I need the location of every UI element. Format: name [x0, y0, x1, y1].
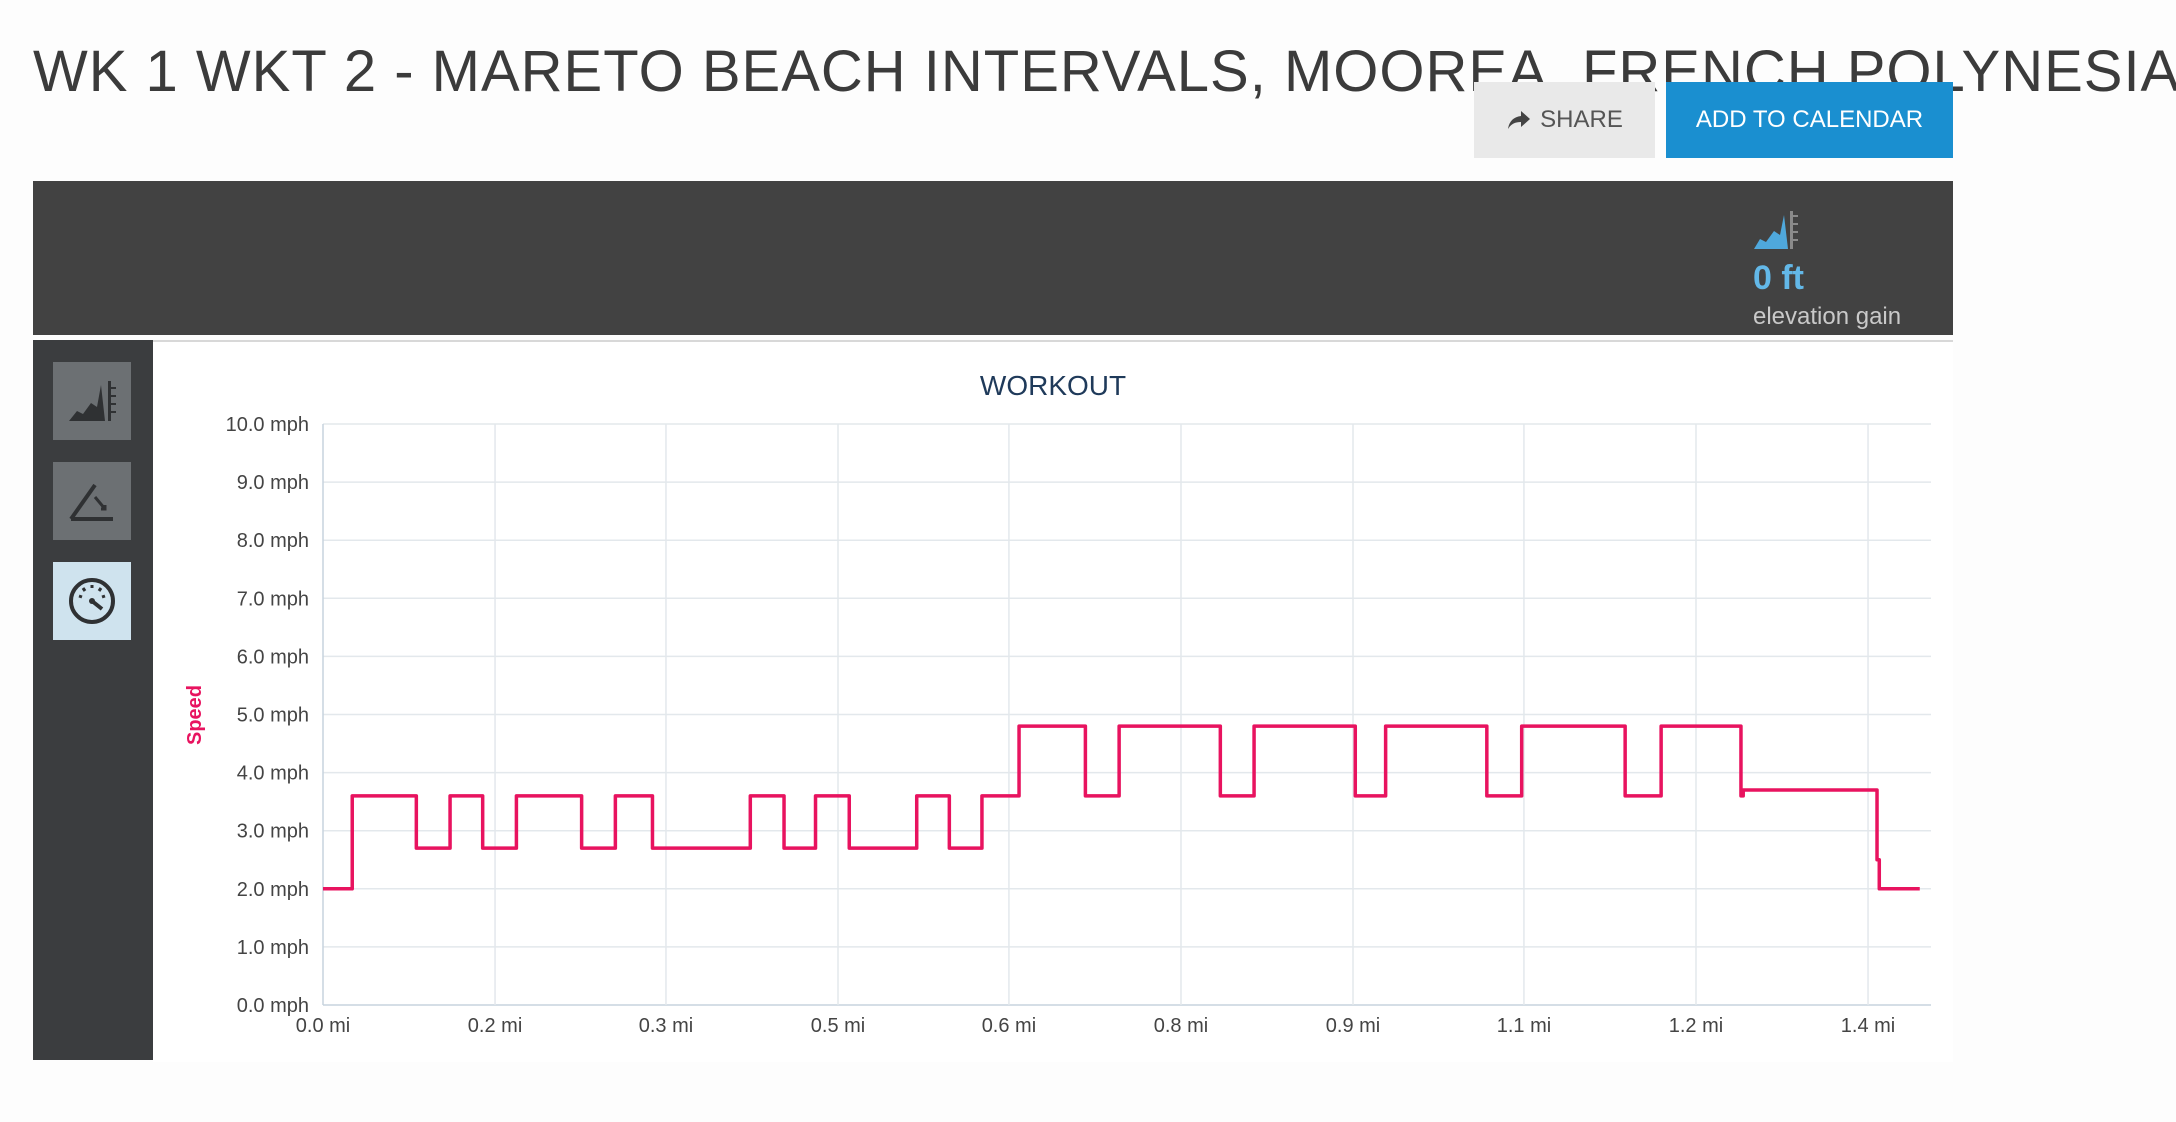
x-tick-label: 1.1 mi [1497, 1015, 1551, 1037]
elevation-icon [69, 381, 116, 421]
grade-view-button[interactable] [53, 462, 131, 540]
y-tick-label: 4.0 mph [237, 763, 309, 785]
elevation-gain-label: elevation gain [1753, 303, 1902, 330]
y-tick-label: 3.0 mph [237, 821, 309, 843]
speed-series-line [323, 724, 1920, 891]
chart-view-toolbar [33, 340, 153, 1060]
y-tick-label: 8.0 mph [237, 530, 309, 552]
x-tick-label: 0.6 mi [982, 1015, 1036, 1037]
workout-chart: WORKOUT Speed 0.0 mph 1.0 mph 2.0 mph 3.0 m… [153, 340, 1953, 1062]
x-tick-label: 1.2 mi [1669, 1015, 1723, 1037]
elevation-view-button[interactable] [53, 362, 131, 440]
grade-icon [69, 483, 113, 521]
x-tick-label: 1.4 mi [1841, 1015, 1895, 1037]
elevation-gain-value: 0 ft [1753, 259, 1804, 297]
x-tick-label: 0.3 mi [639, 1015, 693, 1037]
elevation-gain-icon [1754, 211, 1798, 249]
stats-bar: 0 ft elevation gain [33, 181, 1953, 335]
x-tick-label: 0.0 mi [296, 1015, 350, 1037]
y-tick-label: 6.0 mph [237, 646, 309, 668]
y-tick-label: 9.0 mph [237, 472, 309, 494]
x-tick-label: 0.5 mi [811, 1015, 865, 1037]
y-tick-label: 7.0 mph [237, 588, 309, 610]
share-button[interactable]: SHARE [1474, 82, 1655, 158]
add-to-calendar-label: ADD TO CALENDAR [1695, 106, 1924, 133]
x-tick-label: 0.8 mi [1154, 1015, 1208, 1037]
speed-chart-svg: WORKOUT Speed 0.0 mph 1.0 mph 2.0 mph 3.0 m… [184, 370, 1931, 1037]
y-tick-label: 10.0 mph [226, 414, 309, 436]
speed-view-button[interactable] [53, 562, 131, 640]
speedometer-icon [69, 578, 115, 624]
chart-title: WORKOUT [980, 370, 1126, 401]
x-tick-label: 0.2 mi [468, 1015, 522, 1037]
share-label: SHARE [1540, 106, 1623, 133]
add-to-calendar-button[interactable]: ADD TO CALENDAR [1666, 82, 1953, 158]
share-arrow-icon [1508, 111, 1531, 129]
x-tick-label: 0.9 mi [1326, 1015, 1380, 1037]
y-tick-label: 0.0 mph [237, 995, 309, 1017]
y-tick-label: 2.0 mph [237, 879, 309, 901]
y-tick-label: 1.0 mph [237, 937, 309, 959]
y-axis-label: Speed [184, 685, 206, 745]
y-tick-label: 5.0 mph [237, 705, 309, 727]
